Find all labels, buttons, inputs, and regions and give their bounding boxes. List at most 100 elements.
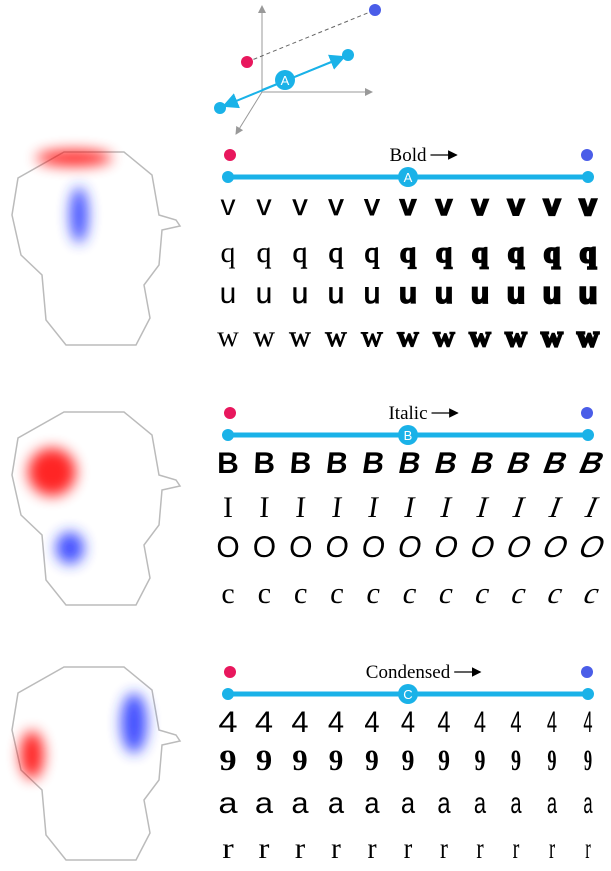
glyph: I [473,490,492,523]
glyph: c [329,576,346,610]
glyph: r [259,831,270,864]
glyph: q [293,236,308,269]
glyph: I [509,491,530,524]
glyph: v [544,189,561,222]
glyph: c [364,576,383,610]
glyph: v [365,189,380,222]
glyph: c [436,576,457,610]
glyph: q [508,236,525,269]
glyph: O [502,530,536,564]
glyph: c [471,576,494,609]
glyph: 9 [475,744,486,777]
head-heatmap [12,667,180,860]
badge: A [281,73,290,88]
glyph: a [255,786,274,819]
badge: C [403,687,412,702]
glyph: u [579,277,597,310]
glyph: r [367,832,377,865]
glyph: a [474,786,487,820]
head-heatmap [12,150,180,345]
glyph: w [289,320,311,353]
activation-blob [20,731,44,779]
glyph: 9 [438,743,450,776]
glyph: 9 [511,743,521,777]
glyph: 9 [365,744,379,777]
glyph: O [466,530,499,563]
glyph: O [574,530,611,564]
glyph: c [507,577,531,610]
glyph: 4 [218,705,237,738]
glyph: 9 [329,745,344,777]
glyph: a [510,787,522,820]
glyph: B [217,447,239,480]
glyph: r [513,831,520,865]
glyph: w [541,320,563,353]
direction-label: Condensed [366,662,451,683]
glyph: c [221,577,234,610]
glyph: a [291,786,308,819]
glyph: 4 [401,705,415,738]
glyph: q [221,236,236,269]
glyph: 4 [474,705,486,739]
direction-label: Bold [390,145,427,166]
glyph: w [397,320,419,353]
glyph: B [432,446,462,480]
glyph: u [220,277,237,310]
glyph: a [328,787,345,820]
glyph: 4 [364,706,379,739]
glyph: v [580,189,597,222]
glyph: w [505,320,527,353]
glyph: q [329,236,344,269]
glyph: q [436,236,453,269]
glyph: 4 [255,705,273,738]
glyph: B [467,446,498,479]
glyph: u [364,277,381,310]
glyph: u [399,277,417,310]
glyph: w [217,320,239,353]
glyph: a [547,788,557,821]
glyph: u [292,277,309,310]
glyph: O [324,531,351,564]
glyph: 4 [291,705,308,738]
glyph: w [469,320,491,353]
glyph: B [324,447,349,480]
head-heatmap [12,412,180,605]
line-end [222,688,234,700]
glyph: a [218,786,237,819]
glyph: I [259,491,270,524]
start-point [224,149,236,161]
glyph: q [257,236,272,269]
glyph: r [295,831,305,864]
glyph: w [325,320,347,353]
glyph: w [361,320,383,353]
glyph: 4 [328,706,344,739]
glyph: O [288,531,314,564]
glyph: O [395,531,425,564]
glyph: 9 [256,743,272,776]
head-outline [12,152,180,345]
glyph: r [404,832,413,865]
glyph: u [435,277,453,310]
glyph: I [545,490,567,524]
glyph: 9 [584,744,592,777]
glyph: I [223,491,233,524]
glyph: I [402,490,419,524]
glyph: q [365,236,380,269]
glyph: u [507,277,525,310]
glyph: B [289,447,313,480]
glyph: 9 [292,743,307,776]
glyph: v [436,189,453,222]
glyph: 9 [547,745,556,778]
figure: A ABoldvvvvvvvvvvvqqqqqqqqqqquuuuuuuuuuu… [0,0,611,871]
glyph: I [366,490,381,524]
glyph: r [440,831,448,864]
line-end [582,171,594,183]
line-end [582,429,594,441]
glyph: r [222,831,234,864]
glyph: a [364,787,379,820]
activation-blob [36,150,112,166]
glyph: O [252,531,277,564]
glyph: 4 [510,706,521,739]
